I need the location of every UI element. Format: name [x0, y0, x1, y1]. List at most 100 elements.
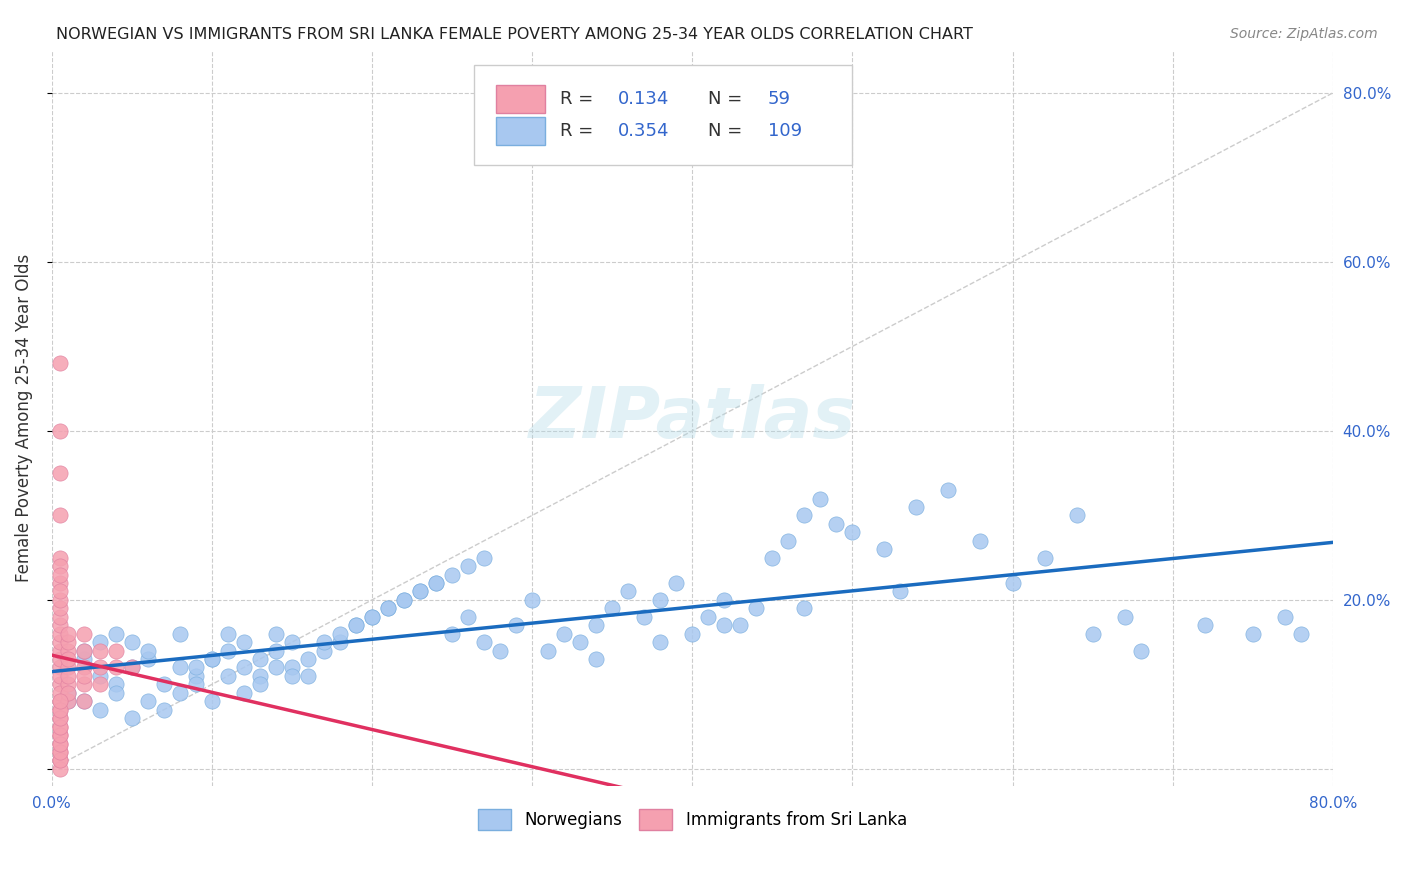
Point	[650, 593, 672, 607]
Point	[1289, 626, 1312, 640]
Point	[49, 626, 72, 640]
Point	[49, 643, 72, 657]
Point	[281, 660, 304, 674]
Point	[201, 652, 224, 666]
Point	[49, 635, 72, 649]
Point	[297, 652, 319, 666]
Point	[49, 745, 72, 759]
Point	[409, 584, 432, 599]
Point	[104, 677, 127, 691]
Point	[49, 618, 72, 632]
Text: 59: 59	[768, 90, 790, 108]
Point	[312, 643, 335, 657]
Point	[49, 754, 72, 768]
Point	[344, 618, 367, 632]
Point	[73, 694, 96, 708]
Point	[650, 635, 672, 649]
Point	[761, 550, 783, 565]
Point	[425, 576, 447, 591]
Point	[793, 601, 815, 615]
Point	[49, 694, 72, 708]
Point	[56, 626, 79, 640]
Text: NORWEGIAN VS IMMIGRANTS FROM SRI LANKA FEMALE POVERTY AMONG 25-34 YEAR OLDS CORR: NORWEGIAN VS IMMIGRANTS FROM SRI LANKA F…	[56, 27, 973, 42]
Point	[49, 737, 72, 751]
Point	[49, 593, 72, 607]
Point	[49, 609, 72, 624]
Point	[121, 711, 143, 725]
Point	[457, 609, 479, 624]
Point	[49, 508, 72, 523]
Point	[49, 711, 72, 725]
Point	[1081, 626, 1104, 640]
Point	[184, 660, 207, 674]
Point	[153, 703, 176, 717]
Point	[217, 669, 239, 683]
Point	[104, 660, 127, 674]
Point	[89, 703, 111, 717]
Point	[617, 584, 640, 599]
Point	[249, 677, 271, 691]
Text: N =: N =	[707, 90, 748, 108]
Point	[49, 720, 72, 734]
Point	[49, 686, 72, 700]
Point	[136, 652, 159, 666]
Point	[472, 550, 495, 565]
Point	[377, 601, 399, 615]
Point	[73, 660, 96, 674]
Point	[89, 660, 111, 674]
Point	[49, 660, 72, 674]
Point	[56, 643, 79, 657]
Point	[232, 660, 254, 674]
Point	[264, 660, 287, 674]
Point	[73, 677, 96, 691]
Point	[665, 576, 688, 591]
Point	[361, 609, 384, 624]
FancyBboxPatch shape	[474, 65, 852, 165]
Text: 0.354: 0.354	[619, 122, 669, 140]
Point	[793, 508, 815, 523]
Point	[169, 626, 191, 640]
Point	[808, 491, 831, 506]
Point	[377, 601, 399, 615]
Point	[49, 550, 72, 565]
Point	[441, 626, 464, 640]
Point	[392, 593, 415, 607]
Point	[873, 542, 896, 557]
Point	[104, 686, 127, 700]
Bar	[496, 117, 546, 145]
Point	[1001, 576, 1024, 591]
Point	[938, 483, 960, 497]
Point	[73, 694, 96, 708]
Point	[49, 466, 72, 480]
Point	[472, 635, 495, 649]
Legend: Norwegians, Immigrants from Sri Lanka: Norwegians, Immigrants from Sri Lanka	[471, 803, 914, 837]
Point	[778, 533, 800, 548]
Point	[329, 635, 352, 649]
Point	[89, 669, 111, 683]
Point	[49, 703, 72, 717]
Point	[697, 609, 720, 624]
Point	[585, 652, 607, 666]
Point	[56, 635, 79, 649]
Point	[49, 356, 72, 370]
Point	[49, 601, 72, 615]
Point	[121, 660, 143, 674]
Point	[217, 626, 239, 640]
Point	[713, 618, 735, 632]
Point	[344, 618, 367, 632]
Text: 109: 109	[768, 122, 801, 140]
Point	[49, 694, 72, 708]
Text: R =: R =	[561, 90, 599, 108]
Point	[56, 660, 79, 674]
Point	[49, 584, 72, 599]
Point	[969, 533, 991, 548]
Point	[264, 643, 287, 657]
Bar	[496, 85, 546, 112]
Point	[49, 737, 72, 751]
Point	[841, 525, 863, 540]
Text: Source: ZipAtlas.com: Source: ZipAtlas.com	[1230, 27, 1378, 41]
Point	[441, 567, 464, 582]
Point	[184, 669, 207, 683]
Point	[232, 686, 254, 700]
Point	[56, 694, 79, 708]
